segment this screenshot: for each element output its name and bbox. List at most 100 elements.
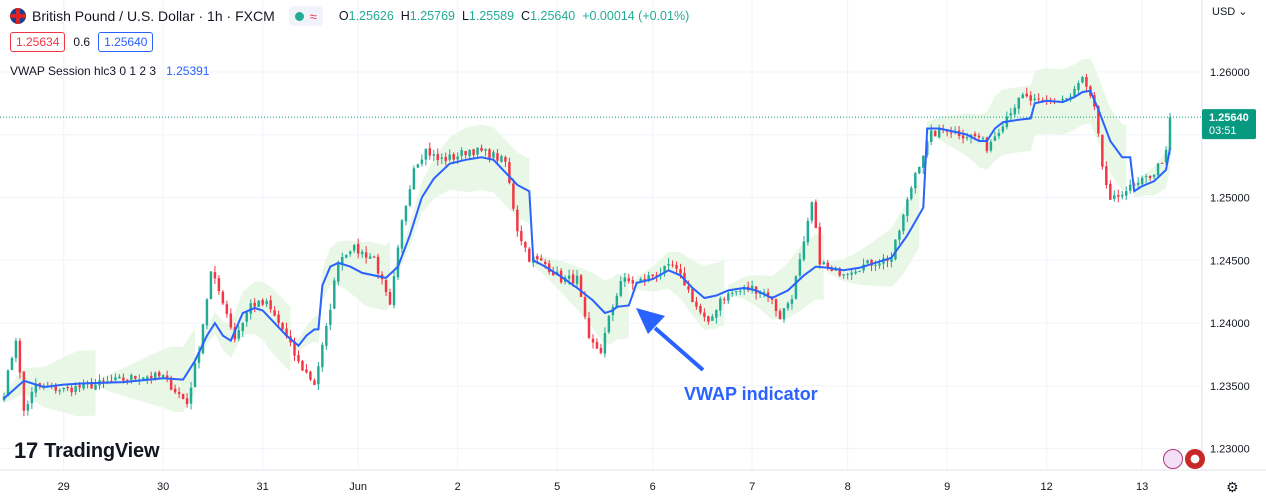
candle-body (38, 383, 42, 387)
candle-body (973, 133, 977, 137)
candle-body (981, 137, 985, 139)
candle-body (1117, 194, 1120, 197)
candle-body (985, 137, 989, 152)
chevron-down-icon: ⌄ (1238, 6, 1248, 18)
candle-body (277, 314, 280, 323)
candle-body (10, 358, 14, 370)
candle-body (1164, 149, 1168, 163)
candle-body (874, 265, 877, 267)
candle-body (639, 278, 642, 282)
candle-body (74, 386, 77, 392)
candle-body (587, 317, 591, 338)
candle-body (420, 159, 424, 164)
vwap-band (923, 58, 1127, 213)
candle-body (1037, 98, 1040, 100)
candle-body (890, 258, 893, 262)
bid-ask: 1.25634 0.6 1.25640 (10, 32, 154, 52)
candle-body (977, 135, 981, 138)
candle-body (452, 154, 455, 160)
time-tick-label: 30 (157, 481, 169, 493)
candle-body (826, 262, 829, 268)
candle-body (675, 264, 678, 269)
candle-body (134, 375, 137, 379)
time-tick-label: 29 (58, 481, 70, 493)
candle-body (1025, 93, 1028, 97)
candle-body (58, 390, 61, 392)
price-tag: 1.25640 03:51 (1202, 109, 1256, 140)
candlesticks (2, 73, 1172, 417)
candle-body (205, 299, 209, 326)
candle-body (615, 295, 619, 308)
chart-header: British Pound / U.S. Dollar · 1h · FXCM … (10, 6, 689, 26)
ohlc-open: 1.25626 (348, 9, 394, 23)
lightning-icon[interactable] (1163, 449, 1183, 469)
buy-button[interactable]: 1.25640 (98, 32, 154, 52)
candle-body (1140, 177, 1144, 185)
vwap-band (827, 181, 920, 287)
candle-body (762, 292, 766, 294)
candle-body (26, 404, 30, 411)
candle-body (1168, 117, 1172, 150)
candle-body (161, 375, 165, 378)
candle-body (285, 328, 288, 337)
candle-body (838, 268, 841, 276)
candle-body (428, 148, 432, 156)
candle-body (902, 214, 905, 232)
indicator-legend[interactable]: VWAP Session hlc3 0 1 2 3 1.25391 (10, 64, 209, 78)
candle-body (738, 290, 742, 292)
candle-body (352, 245, 356, 251)
currency-selector[interactable]: USD ⌄ (1212, 5, 1248, 18)
candle-body (703, 312, 706, 317)
candle-body (173, 388, 177, 393)
candle-body (1077, 83, 1080, 91)
candle-body (456, 156, 459, 160)
candle-body (894, 239, 897, 260)
candle-body (802, 241, 806, 260)
candle-body (627, 278, 631, 282)
price-tick-label: 1.26000 (1210, 67, 1250, 79)
ohlc-h-label: H (400, 9, 410, 23)
candle-body (766, 292, 770, 297)
candle-body (464, 150, 467, 156)
time-tick-label: Jun (349, 481, 367, 493)
candle-body (189, 387, 193, 404)
candle-body (142, 377, 145, 380)
candle-body (922, 155, 925, 168)
candle-body (822, 262, 826, 265)
time-tick-label: 31 (257, 481, 269, 493)
sell-button[interactable]: 1.25634 (10, 32, 66, 52)
candle-body (496, 153, 499, 161)
candle-body (412, 168, 416, 190)
candle-body (209, 271, 213, 300)
settings-gear-icon[interactable]: ⚙ (1226, 479, 1239, 495)
candle-body (599, 347, 603, 353)
candle-body (806, 220, 810, 243)
spread-value: 0.6 (73, 35, 91, 49)
candle-body (914, 173, 917, 189)
candle-body (440, 157, 443, 159)
candle-body (293, 341, 296, 356)
candle-body (516, 209, 519, 232)
us-flag-icon[interactable] (1185, 449, 1205, 469)
candle-body (472, 149, 475, 155)
candle-body (695, 301, 698, 307)
candle-body (870, 259, 873, 266)
candle-body (699, 305, 702, 313)
tradingview-logo-icon: 17 (14, 438, 39, 463)
candle-body (169, 377, 173, 390)
candle-body (878, 263, 881, 266)
market-status[interactable]: ≈ (288, 6, 323, 26)
candle-body (1001, 126, 1005, 132)
candle-body (364, 252, 368, 258)
candle-body (774, 299, 778, 312)
candle-body (317, 366, 320, 385)
candle-body (150, 375, 153, 379)
tradingview-logo[interactable]: 17 TradingView (14, 438, 160, 464)
price-tag-bg (1202, 109, 1256, 140)
symbol-title[interactable]: British Pound / U.S. Dollar · 1h · FXCM (32, 8, 275, 24)
time-axis[interactable]: 29 30 31 Jun 2 5 6 7 8 9 12 13 (0, 469, 1266, 493)
candle-body (368, 256, 372, 259)
candle-body (579, 275, 583, 297)
price-axis[interactable]: 1.230001.235001.240001.245001.250001.255… (1201, 0, 1250, 470)
